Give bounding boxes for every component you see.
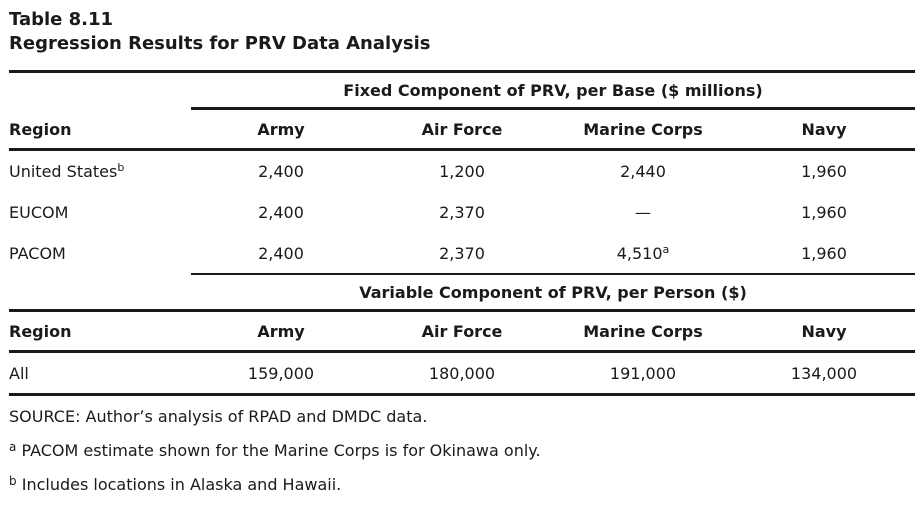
col-header-marine-corps: Marine Corps: [583, 119, 703, 139]
col-header-army: Army: [257, 321, 305, 341]
cell-army: 2,400: [258, 161, 304, 181]
cell-air-force: 2,370: [439, 202, 485, 222]
row-label: EUCOM: [9, 202, 69, 222]
row-label: All: [9, 363, 29, 383]
cell-marine-corps: 191,000: [609, 363, 677, 383]
table-figure: Table 8.11 Regression Results for PRV Da…: [9, 8, 915, 500]
top-rule: [9, 70, 915, 73]
col-header-region: Region: [9, 119, 72, 139]
cell-army: 2,400: [258, 243, 304, 263]
footnote-b: b Includes locations in Alaska and Hawai…: [9, 474, 342, 494]
footnote-mark: a: [662, 242, 670, 256]
variable-section-rule: [191, 273, 915, 275]
variable-heading-rule: [9, 309, 915, 312]
cell-navy: 1,960: [801, 161, 847, 181]
footnote-mark: b: [117, 160, 125, 174]
fixed-component-heading: Fixed Component of PRV, per Base ($ mill…: [343, 80, 763, 100]
cell-marine-corps: 4,510a: [616, 242, 670, 263]
header-rule: [9, 148, 915, 151]
row-label: PACOM: [9, 243, 66, 263]
col-header-navy: Navy: [801, 119, 847, 139]
variable-component-heading: Variable Component of PRV, per Person ($…: [359, 282, 747, 302]
cell-army: 2,400: [258, 202, 304, 222]
bottom-rule: [9, 393, 915, 396]
col-header-air-force: Air Force: [421, 119, 503, 139]
row-label: United Statesb: [9, 160, 125, 181]
cell-army: 159,000: [247, 363, 315, 383]
cell-air-force: 180,000: [428, 363, 496, 383]
source-note: SOURCE: Author’s analysis of RPAD and DM…: [9, 407, 428, 426]
table-title: Regression Results for PRV Data Analysis: [9, 33, 431, 54]
col-header-region: Region: [9, 321, 72, 341]
cell-navy: 1,960: [801, 243, 847, 263]
cell-marine-corps: 2,440: [620, 161, 666, 181]
table-row: EUCOM 2,400 2,370 — 1,960: [9, 191, 915, 233]
table-row: All 159,000 180,000 191,000 134,000: [9, 353, 915, 393]
col-header-marine-corps: Marine Corps: [583, 321, 703, 341]
fixed-heading-rule: [191, 107, 915, 110]
cell-navy: 1,960: [801, 202, 847, 222]
table-number: Table 8.11: [9, 9, 114, 30]
col-header-air-force: Air Force: [421, 321, 503, 341]
cell-air-force: 2,370: [439, 243, 485, 263]
cell-marine-corps: —: [635, 202, 651, 222]
regression-table: Fixed Component of PRV, per Base ($ mill…: [9, 73, 915, 396]
table-row: United Statesb 2,400 1,200 2,440 1,960: [9, 151, 915, 191]
table-notes: SOURCE: Author’s analysis of RPAD and DM…: [9, 402, 915, 500]
col-header-army: Army: [257, 119, 305, 139]
cell-air-force: 1,200: [439, 161, 485, 181]
column-header-row: Region Army Air Force Marine Corps Navy: [9, 110, 915, 148]
column-header-row: Region Army Air Force Marine Corps Navy: [9, 312, 915, 350]
header-rule: [9, 350, 915, 353]
table-row: PACOM 2,400 2,370 4,510a 1,960: [9, 233, 915, 273]
footnote-a: a PACOM estimate shown for the Marine Co…: [9, 440, 541, 460]
cell-navy: 134,000: [790, 363, 858, 383]
col-header-navy: Navy: [801, 321, 847, 341]
